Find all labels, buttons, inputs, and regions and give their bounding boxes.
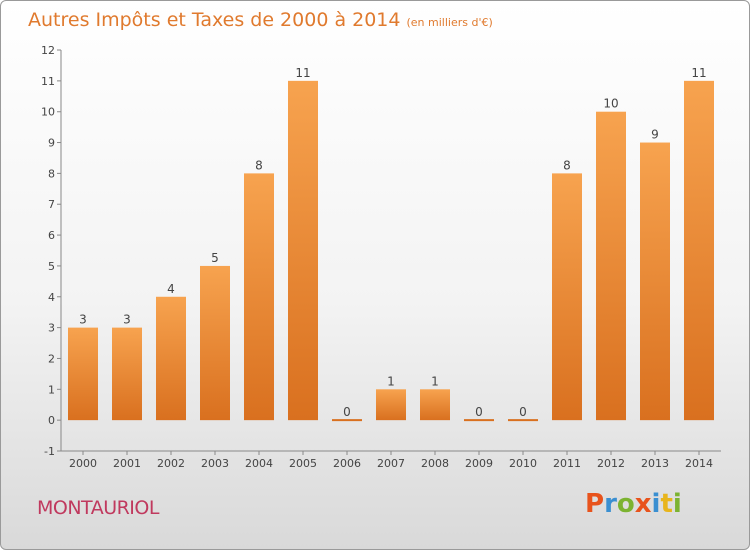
x-tick-label: 2013 (641, 457, 669, 470)
x-tick-label: 2007 (377, 457, 405, 470)
x-tick-label: 2006 (333, 457, 361, 470)
bar (156, 296, 186, 421)
data-label: 0 (519, 405, 527, 419)
bar (68, 327, 98, 421)
data-label: 9 (651, 128, 659, 142)
y-tick-label: 11 (41, 75, 55, 88)
commune-name: MONTAURIOL (37, 497, 159, 519)
x-tick-label: 2012 (597, 457, 625, 470)
logo-letter: P (585, 489, 605, 519)
proxiti-logo: Proxiti (585, 489, 682, 519)
title-text: Autres Impôts et Taxes de 2000 à 2014 (28, 9, 401, 31)
y-tick-label: 6 (48, 229, 55, 242)
y-tick-label: 8 (48, 167, 55, 180)
data-label: 11 (691, 66, 706, 80)
data-label: 8 (563, 158, 571, 172)
bar (376, 389, 406, 421)
logo-letter: r (604, 489, 617, 519)
data-label: 11 (295, 66, 310, 80)
bar (288, 80, 318, 421)
data-label: 3 (123, 313, 131, 327)
x-tick-label: 2001 (113, 457, 141, 470)
data-label: 0 (343, 405, 351, 419)
y-tick-label: 7 (48, 198, 55, 211)
bar (244, 173, 274, 421)
data-label: 5 (211, 251, 219, 265)
y-tick-label: 12 (41, 44, 55, 57)
logo-letter: t (660, 489, 673, 519)
x-tick-label: 2014 (685, 457, 713, 470)
x-tick-label: 2002 (157, 457, 185, 470)
bar (684, 80, 714, 421)
x-tick-label: 2004 (245, 457, 273, 470)
y-tick-label: 0 (48, 414, 55, 427)
logo-letter: i (672, 489, 682, 519)
y-tick-label: 2 (48, 352, 55, 365)
y-tick-label: 5 (48, 260, 55, 273)
data-label: 1 (387, 374, 395, 388)
x-tick-label: 2008 (421, 457, 449, 470)
bar (552, 173, 582, 421)
data-label: 8 (255, 158, 263, 172)
bar (112, 327, 142, 421)
y-tick-label: -1 (44, 445, 55, 458)
bar (596, 111, 626, 421)
bar (200, 265, 230, 421)
x-tick-label: 2011 (553, 457, 581, 470)
logo-letter: o (616, 489, 635, 519)
title-unit: (en milliers d'€) (406, 16, 493, 29)
y-tick-label: 1 (48, 383, 55, 396)
chart-title: Autres Impôts et Taxes de 2000 à 2014 (en… (28, 9, 493, 31)
data-label: 1 (431, 374, 439, 388)
data-label: 3 (79, 313, 87, 327)
x-tick-label: 2005 (289, 457, 317, 470)
x-tick-label: 2000 (69, 457, 97, 470)
x-tick-label: 2009 (465, 457, 493, 470)
x-tick-label: 2010 (509, 457, 537, 470)
y-tick-label: 4 (48, 291, 55, 304)
y-tick-label: 10 (41, 106, 55, 119)
data-label: 0 (475, 405, 483, 419)
bar (420, 389, 450, 421)
logo-letter: x (634, 489, 652, 519)
bar (640, 142, 670, 421)
data-label: 10 (603, 97, 618, 111)
logo-letter: i (651, 489, 661, 519)
y-tick-label: 3 (48, 322, 55, 335)
data-label: 4 (167, 282, 175, 296)
y-tick-label: 9 (48, 137, 55, 150)
x-tick-label: 2003 (201, 457, 229, 470)
